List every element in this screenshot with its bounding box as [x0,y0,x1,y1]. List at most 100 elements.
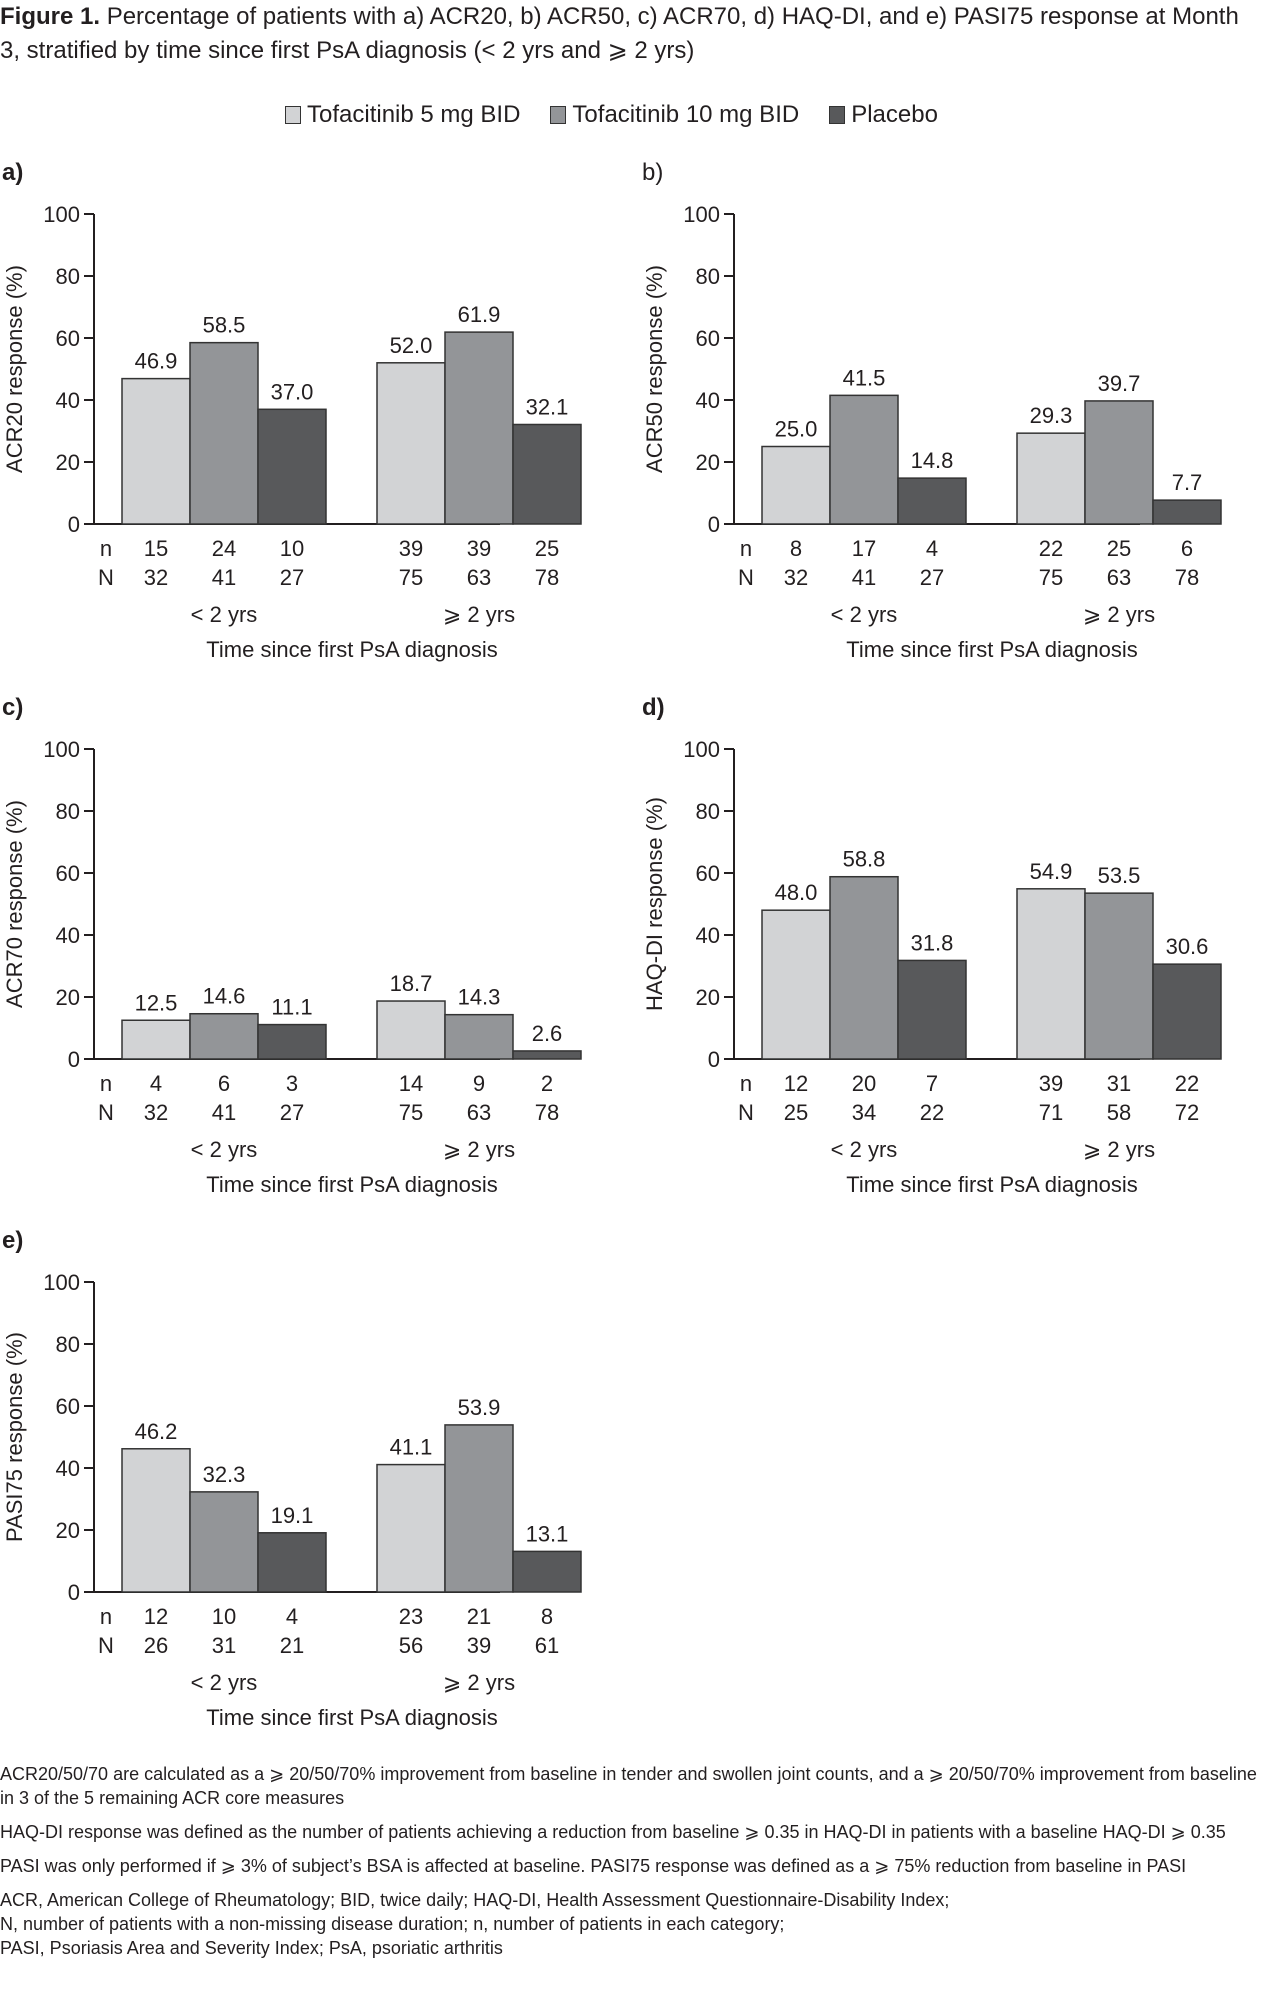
n-value: 17 [852,536,876,561]
bar [121,377,191,525]
bar [376,1463,446,1593]
legend-item-tofa-5: Tofacitinib 5 mg BID [285,100,520,130]
N-value: 78 [535,1100,559,1125]
n-value: 10 [212,1604,236,1629]
N-value: 75 [1039,565,1063,590]
bar-value-label: 14.8 [911,448,954,473]
y-tick-label: 20 [696,450,720,475]
x-category-label: < 2 yrs [191,1670,258,1695]
N-value: 41 [212,565,236,590]
x-category-label: ⩾ 2 yrs [1083,1137,1155,1162]
x-category-label: ⩾ 2 yrs [1083,602,1155,627]
y-tick-label: 80 [56,799,80,824]
bar [512,1050,582,1060]
bar-value-label: 14.3 [458,985,501,1010]
N-value: 63 [467,1100,491,1125]
bar-value-label: 32.3 [203,1462,246,1487]
y-tick-label: 100 [683,202,720,227]
bar [257,1023,327,1060]
bar-value-label: 58.5 [203,313,246,338]
panel-label: e) [2,1227,23,1254]
n-value: 9 [473,1071,485,1096]
bar-value-label: 31.8 [911,930,954,955]
n-value: 4 [286,1604,298,1629]
n-value: 4 [150,1071,162,1096]
bar [761,909,831,1060]
y-tick-label: 100 [43,202,80,227]
y-tick-label: 100 [683,737,720,762]
chart-legend: Tofacitinib 5 mg BID Tofacitinib 10 mg B… [285,100,938,130]
n-row-label: n [740,1071,752,1096]
x-category-label: < 2 yrs [191,1137,258,1162]
y-axis-label: PASI75 response (%) [2,1332,27,1542]
N-value: 63 [1107,565,1131,590]
n-value: 20 [852,1071,876,1096]
N-value: 63 [467,565,491,590]
n-value: 15 [144,536,168,561]
N-value: 32 [784,565,808,590]
bar [444,331,514,525]
n-value: 14 [399,1071,423,1096]
N-value: 61 [535,1633,559,1658]
abbreviations: ACR, American College of Rheumatology; B… [0,1888,1260,1960]
footnote: HAQ-DI response was defined as the numbe… [0,1822,1226,1842]
x-axis-label: Time since first PsA diagnosis [846,637,1137,662]
N-value: 34 [852,1100,876,1125]
N-value: 41 [212,1100,236,1125]
n-value: 2 [541,1071,553,1096]
n-value: 23 [399,1604,423,1629]
bar-value-label: 29.3 [1030,403,1073,428]
y-tick-label: 0 [68,1047,80,1072]
bar [829,875,899,1060]
n-row-label: n [100,1071,112,1096]
chart-panel-e: e) PASI75 response (%) 0 20 40 60 80 100 46.2 12 2… [2,1227,582,1730]
bar-value-label: 58.8 [843,847,886,872]
bar-value-label: 54.9 [1030,859,1073,884]
y-tick-label: 0 [68,1580,80,1605]
N-value: 22 [920,1100,944,1125]
figure-title: Figure 1. Percentage of patients with a)… [0,0,1240,68]
footnote: PASI was only performed if ⩾ 3% of subje… [0,1856,1187,1876]
N-value: 75 [399,565,423,590]
n-value: 25 [535,536,559,561]
y-tick-label: 0 [68,512,80,537]
y-axis-label: HAQ-DI response (%) [642,797,667,1011]
bar [444,1424,514,1593]
y-tick-label: 40 [56,388,80,413]
bar-value-label: 18.7 [390,971,433,996]
bar [1084,400,1154,525]
bar [376,362,446,525]
n-value: 8 [790,536,802,561]
n-value: 24 [212,536,236,561]
N-row-label: N [98,1100,114,1125]
bar [376,1000,446,1060]
bar-value-label: 12.5 [135,990,178,1015]
legend-item-placebo: Placebo [829,100,938,130]
N-value: 31 [212,1633,236,1658]
N-value: 56 [399,1633,423,1658]
bar-value-label: 48.0 [775,880,818,905]
n-value: 39 [1039,1071,1063,1096]
N-value: 78 [1175,565,1199,590]
N-value: 21 [280,1633,304,1658]
bar-value-label: 41.5 [843,365,886,390]
N-value: 75 [399,1100,423,1125]
legend-swatch [285,106,301,124]
panel-label: c) [2,694,23,721]
legend-label: Tofacitinib 5 mg BID [307,101,521,128]
n-value: 7 [926,1071,938,1096]
N-value: 27 [280,565,304,590]
y-tick-label: 100 [43,1270,80,1295]
bar-value-label: 30.6 [1166,934,1209,959]
x-category-label: < 2 yrs [831,602,898,627]
legend-swatch [829,106,846,124]
bar-value-label: 53.9 [458,1395,501,1420]
legend-label: Tofacitinib 10 mg BID [572,101,800,128]
y-tick-label: 40 [56,923,80,948]
bar-value-label: 2.6 [532,1021,563,1046]
bar-value-label: 19.1 [271,1503,314,1528]
bar-value-label: 25.0 [775,417,818,442]
x-category-label: < 2 yrs [831,1137,898,1162]
bar-value-label: 14.6 [203,984,246,1009]
chart-panel-a: a) ACR20 response (%) 0 20 40 60 80 100 46.9 15 32… [2,159,582,662]
